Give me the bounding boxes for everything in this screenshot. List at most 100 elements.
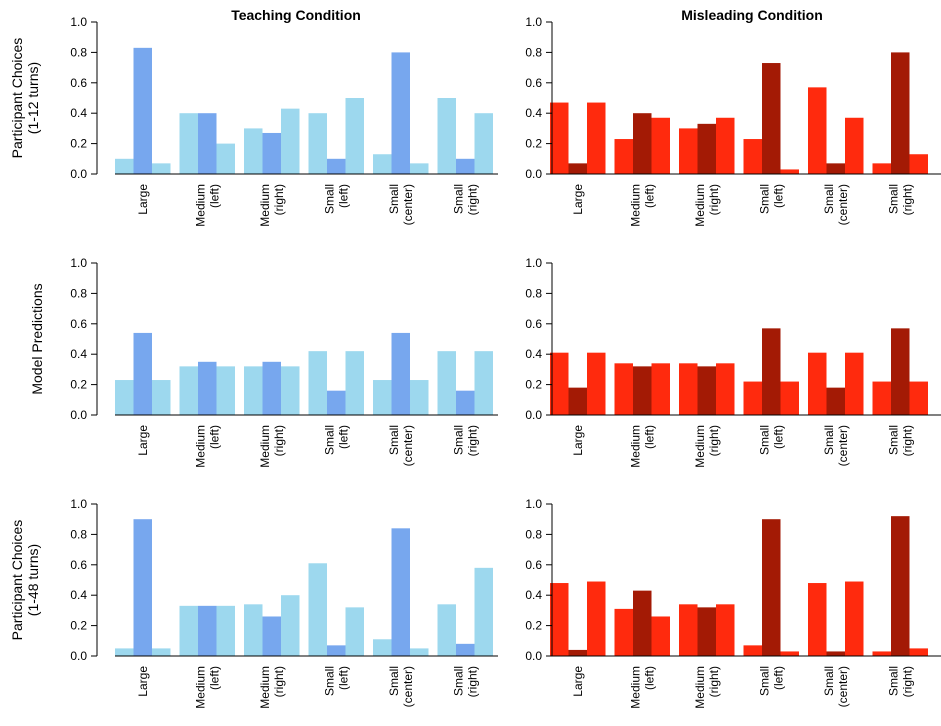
bar bbox=[587, 102, 606, 174]
category-label: Large bbox=[571, 666, 585, 697]
y-tick-label: 0.4 bbox=[525, 106, 542, 120]
category-label: Medium bbox=[693, 425, 707, 468]
bar bbox=[327, 390, 346, 415]
bar bbox=[373, 154, 392, 174]
bar bbox=[550, 102, 569, 174]
bar bbox=[179, 366, 198, 415]
bar bbox=[909, 381, 928, 415]
bar bbox=[373, 639, 392, 656]
category-label: Small bbox=[886, 666, 900, 696]
bar bbox=[909, 648, 928, 656]
bar bbox=[826, 163, 845, 174]
bar bbox=[373, 380, 392, 415]
bar bbox=[456, 390, 475, 415]
category-label: (left) bbox=[771, 425, 785, 449]
bar bbox=[474, 113, 493, 174]
bar bbox=[244, 604, 263, 656]
category-label: Small bbox=[322, 184, 336, 214]
bar bbox=[179, 605, 198, 656]
row-labels: Participant Choices (1-12 turns)Model Pre… bbox=[9, 38, 45, 641]
category-label: Medium bbox=[693, 666, 707, 709]
category-label: Medium bbox=[628, 666, 642, 709]
bar bbox=[614, 139, 633, 174]
bar bbox=[872, 651, 891, 656]
category-label: (left) bbox=[336, 184, 350, 208]
bar bbox=[891, 516, 910, 656]
bar bbox=[410, 163, 429, 174]
y-tick-label: 0.4 bbox=[70, 347, 87, 361]
y-tick-label: 0.8 bbox=[525, 286, 542, 300]
bar bbox=[568, 163, 587, 174]
category-label: Medium bbox=[258, 425, 272, 468]
category-label: (left) bbox=[771, 184, 785, 208]
bar bbox=[587, 581, 606, 656]
bar bbox=[845, 581, 864, 656]
y-tick-label: 1.0 bbox=[70, 497, 87, 511]
category-label: (right) bbox=[465, 184, 479, 215]
bar bbox=[845, 352, 864, 415]
category-label: (right) bbox=[465, 666, 479, 697]
bar bbox=[216, 605, 235, 656]
y-tick-label: 1.0 bbox=[525, 15, 542, 29]
category-label: (center) bbox=[401, 425, 415, 466]
bar bbox=[198, 361, 217, 415]
category-label: Medium bbox=[628, 425, 642, 468]
y-tick-label: 0.0 bbox=[70, 408, 87, 422]
category-label: (right) bbox=[707, 666, 721, 697]
bar bbox=[743, 139, 762, 174]
bar bbox=[716, 363, 735, 415]
bar bbox=[762, 519, 781, 656]
category-label: Small bbox=[886, 184, 900, 214]
bar bbox=[679, 128, 698, 174]
category-label: Large bbox=[136, 666, 150, 697]
bar bbox=[780, 381, 799, 415]
bar bbox=[651, 117, 670, 174]
bar bbox=[262, 361, 281, 415]
category-label: Medium bbox=[258, 184, 272, 227]
bar bbox=[281, 108, 300, 174]
bar bbox=[262, 132, 281, 174]
bar bbox=[456, 643, 475, 656]
bar bbox=[437, 351, 456, 415]
bar bbox=[281, 595, 300, 656]
bar bbox=[345, 351, 364, 415]
bar bbox=[410, 380, 429, 415]
category-label: (center) bbox=[836, 666, 850, 707]
bar bbox=[697, 123, 716, 174]
column-title: Misleading Condition bbox=[681, 7, 823, 23]
bar bbox=[808, 352, 827, 415]
y-tick-label: 0.2 bbox=[70, 137, 87, 151]
category-label: Small bbox=[387, 425, 401, 455]
category-label: Small bbox=[757, 425, 771, 455]
bar bbox=[872, 163, 891, 174]
bar bbox=[152, 163, 171, 174]
bar bbox=[262, 616, 281, 656]
category-label: (right) bbox=[272, 666, 286, 697]
category-label: (center) bbox=[401, 666, 415, 707]
bar bbox=[808, 583, 827, 656]
category-label: Small bbox=[322, 666, 336, 696]
y-tick-label: 0.0 bbox=[70, 167, 87, 181]
category-label: (right) bbox=[272, 184, 286, 215]
y-tick-label: 0.0 bbox=[70, 649, 87, 663]
column-titles: Teaching Condition Misleading Condition bbox=[231, 7, 823, 23]
column-title: Teaching Condition bbox=[231, 7, 361, 23]
bar bbox=[845, 117, 864, 174]
bar bbox=[115, 648, 134, 656]
y-tick-label: 0.8 bbox=[525, 45, 542, 59]
category-label: (left) bbox=[642, 425, 656, 449]
category-label: (left) bbox=[207, 184, 221, 208]
row-label: Model Predictions bbox=[29, 283, 45, 394]
bar bbox=[244, 366, 263, 415]
bar bbox=[891, 52, 910, 174]
y-tick-label: 0.4 bbox=[525, 347, 542, 361]
category-label: (right) bbox=[465, 425, 479, 456]
y-tick-label: 0.6 bbox=[70, 317, 87, 331]
bar bbox=[891, 328, 910, 415]
category-label: Small bbox=[822, 184, 836, 214]
bar bbox=[614, 608, 633, 656]
